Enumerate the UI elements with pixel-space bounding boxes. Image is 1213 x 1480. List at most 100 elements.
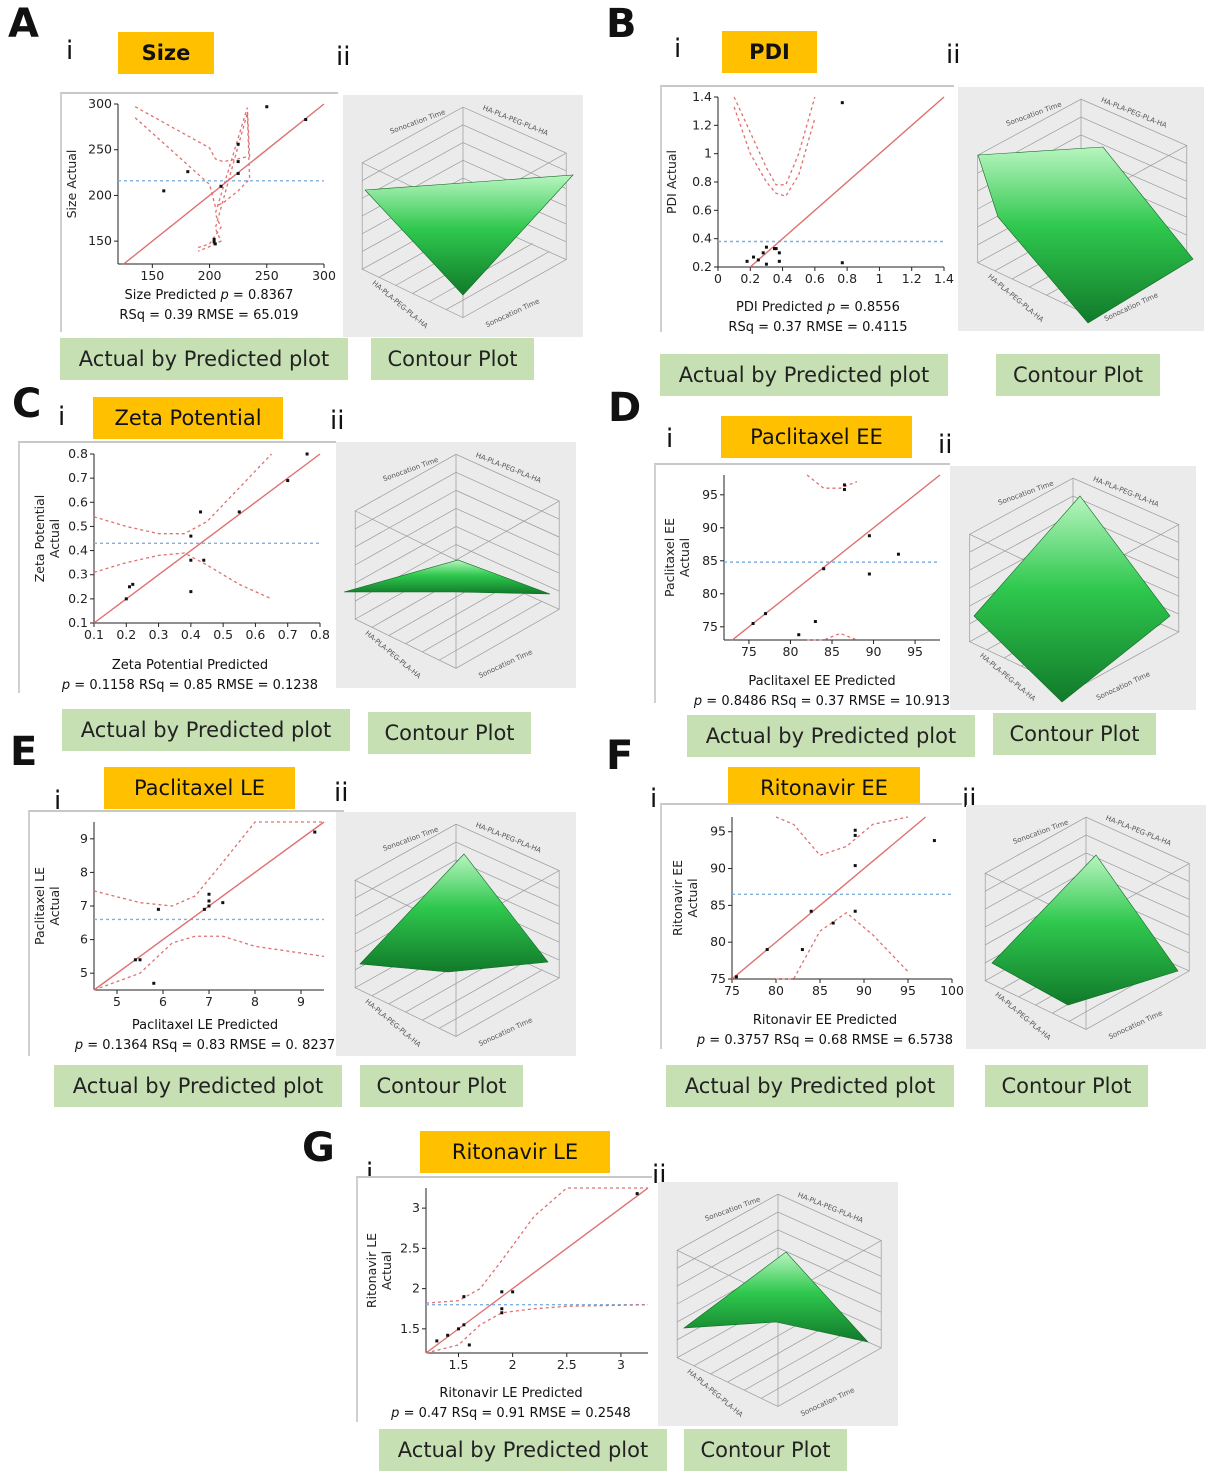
x-tick-label-D-1: 80: [783, 644, 799, 659]
p-symbol-D: p: [693, 694, 703, 709]
x-tick-label-G-3: 3: [617, 1357, 625, 1372]
scatter-plot-C: 0.1 0.2 0.3 0.4 0.5 0.6 0.7 0.8 0.1 0.2 0.3 0.4 0.5 0…: [18, 441, 336, 693]
data-point-C-1: [128, 585, 132, 589]
ci-upper-B: [733, 96, 816, 186]
panel-C-i-label: i: [58, 402, 66, 432]
surface-axis-top-left-A: Sonocation Time: [389, 108, 447, 135]
surface-axis-bottom-left-G: HA-PLA-PEG-PLA-HA: [686, 1368, 745, 1419]
xlabel-B: PDI Predicted: [736, 300, 823, 315]
y-tick-label-A-0: 150: [88, 233, 112, 248]
surface-axis-bottom-right-D: Sonocation Time: [1095, 670, 1151, 702]
response-surface-A: [364, 174, 574, 296]
panel-C-ii-label: ii: [330, 406, 345, 436]
data-point-E-8: [221, 901, 225, 905]
x-tick-label-B-0: 0: [714, 271, 722, 286]
p-symbol-B: p: [827, 300, 836, 315]
data-point-E-7: [207, 892, 211, 896]
scatter-plot-E: 5 6 7 8 9 5 6 7 8 9 Paclitaxel LEActual: [28, 810, 344, 1056]
x-tick-label-B-7: 1.4: [934, 271, 954, 286]
scatter-plot-D: 75 80 85 90 95 75 80 85 90 95 Paclitaxel EEActual: [654, 463, 950, 703]
panel-letter-A: A: [8, 1, 39, 47]
data-point-C-9: [286, 479, 290, 483]
data-point-A-2: [212, 237, 216, 241]
y-tick-label-B-2: 0.6: [692, 202, 712, 217]
x-tick-label-D-4: 95: [907, 644, 923, 659]
panel-letter-G: G: [302, 1125, 335, 1171]
data-point-B-4: [764, 245, 768, 249]
data-point-B-5: [764, 262, 768, 266]
scatter-svg-F: 75 80 85 90 95 100 75 80 85 90 95 Ritonavir EEActua…: [670, 816, 964, 998]
data-point-C-2: [131, 582, 135, 586]
data-point-G-0: [435, 1339, 439, 1343]
data-point-C-8: [237, 510, 241, 514]
y-tick-label-B-3: 0.8: [692, 174, 712, 189]
y-axis-label-A: Size Actual: [64, 150, 79, 219]
footer-actual-by-predicted-G: Actual by Predicted plot: [379, 1429, 667, 1471]
x-tick-label-D-2: 85: [824, 644, 840, 659]
data-point-D-5: [842, 488, 846, 492]
ci-upper-G: [425, 1187, 648, 1304]
stats-B: PDI Predicted p = 0.8556 RSq = 0.37 RMSE…: [718, 298, 918, 338]
y-axis-label-F: Ritonavir EEActual: [670, 860, 700, 936]
x-tick-label-G-1: 2: [509, 1357, 517, 1372]
surface-axis-bottom-right-F: Sonocation Time: [1107, 1009, 1163, 1041]
y-tick-label-D-4: 95: [702, 487, 718, 502]
data-point-F-6: [853, 833, 857, 837]
data-point-C-7: [202, 558, 206, 562]
panel-D-ii-label: ii: [938, 430, 953, 460]
xlabel-D: Paclitaxel EE Predicted: [748, 674, 896, 689]
y-tick-label-B-5: 1.2: [692, 117, 712, 132]
y-tick-label-G-1: 2: [412, 1281, 420, 1296]
surface-axis-bottom-left-F: HA-PLA-PEG-PLA-HA: [994, 991, 1053, 1042]
panel-E-ii-label: ii: [334, 778, 349, 808]
y-tick-label-D-2: 85: [702, 553, 718, 568]
x-tick-label-E-2: 7: [205, 994, 213, 1009]
x-tick-label-C-6: 0.7: [278, 627, 298, 642]
ci-upper-A: [134, 106, 251, 249]
x-tick-label-F-5: 100: [940, 983, 964, 998]
footer-actual-by-predicted-C: Actual by Predicted plot: [62, 709, 350, 751]
x-tick-label-B-3: 0.6: [805, 271, 825, 286]
response-surface-D: [973, 495, 1171, 703]
data-point-E-1: [138, 958, 142, 962]
data-point-G-5: [467, 1343, 471, 1347]
footer-contour-B: Contour Plot: [996, 354, 1160, 396]
x-tick-label-F-3: 90: [856, 983, 872, 998]
x-tick-label-B-5: 1: [875, 271, 883, 286]
y-tick-label-F-3: 90: [710, 861, 726, 876]
stats-line2-D: = 0.8486 RSq = 0.37 RMSE = 10.913: [702, 694, 951, 709]
y-tick-label-C-4: 0.5: [68, 518, 88, 533]
data-point-F-7: [853, 828, 857, 832]
y-tick-label-G-3: 3: [412, 1200, 420, 1215]
y-tick-label-F-4: 95: [710, 824, 726, 839]
data-point-B-10: [840, 101, 844, 105]
p-symbol-E: p: [74, 1038, 84, 1053]
scatter-plot-F: 75 80 85 90 95 100 75 80 85 90 95 Ritonavir EEActua…: [660, 803, 964, 1049]
surface-axis-top-right-C: HA-PLA-PEG-PLA-HA: [474, 451, 542, 485]
data-point-A-1: [186, 170, 190, 174]
data-point-D-8: [867, 534, 871, 538]
stats-D: Paclitaxel EE Predicted p = 0.8486 RSq =…: [678, 672, 966, 712]
data-point-G-4: [462, 1295, 466, 1299]
data-point-F-1: [765, 948, 769, 952]
ci-upper-C: [93, 453, 273, 535]
y-tick-label-E-0: 5: [80, 965, 88, 980]
x-tick-label-F-4: 95: [900, 983, 916, 998]
y-tick-label-B-0: 0.2: [692, 259, 712, 274]
data-point-B-8: [777, 251, 781, 255]
p-symbol-C: p: [61, 678, 71, 693]
surface-axis-bottom-left-E: HA-PLA-PEG-PLA-HA: [364, 998, 423, 1049]
data-point-D-9: [896, 552, 900, 556]
stats-line2-E: = 0.1364 RSq = 0.83 RMSE = 0. 8237: [83, 1038, 336, 1053]
data-point-E-3: [156, 907, 160, 911]
xlabel-C: Zeta Potential Predicted: [111, 658, 269, 673]
fit-line-C: [93, 453, 321, 624]
data-point-A-8: [236, 171, 240, 175]
data-point-D-0: [751, 622, 755, 625]
data-point-C-10: [305, 452, 309, 456]
surface-plot-G: Sonocation Time HA-PLA-PEG-PLA-HA HA-PLA-P…: [658, 1182, 898, 1426]
stats-line1-A: = 0.8367: [228, 288, 294, 303]
y-tick-label-G-2: 2.5: [400, 1240, 420, 1255]
x-tick-label-A-0: 150: [140, 268, 164, 283]
y-tick-label-C-3: 0.4: [68, 543, 88, 558]
